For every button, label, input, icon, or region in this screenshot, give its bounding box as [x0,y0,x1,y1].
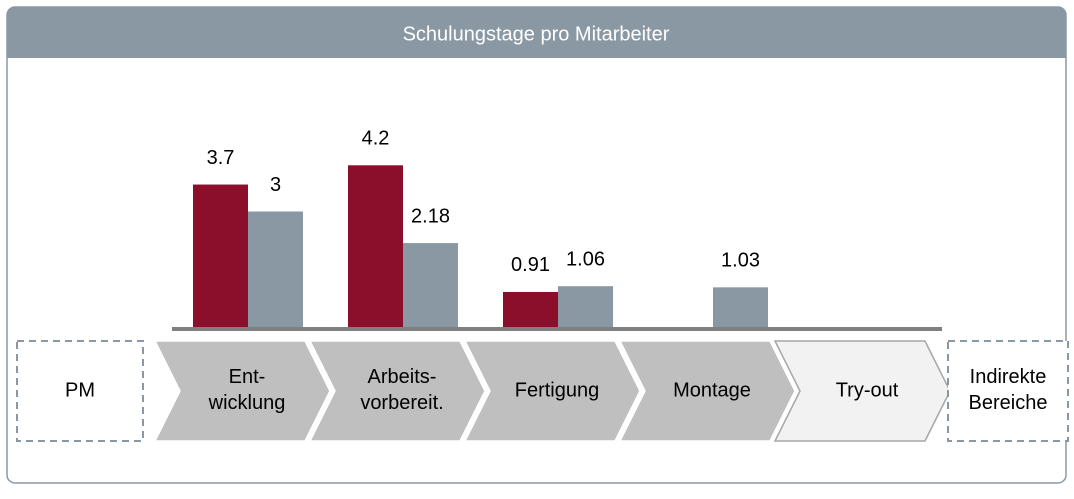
process-step [308,340,486,442]
data-label: 3.7 [207,147,235,169]
data-label: 3 [270,174,281,196]
process-step [618,340,796,442]
process-step [153,340,331,442]
bar [503,291,558,327]
bar [248,211,303,327]
x-tick-label: Montage [673,379,751,401]
data-label: 0.91 [511,254,550,276]
x-tick-label: Arbeits-vorbereit. [360,366,443,414]
x-tick-label: Fertigung [515,379,600,401]
bar [713,287,768,327]
x-tick-label: Ent-wicklung [208,366,286,414]
side-box [16,340,144,442]
data-label: 2.18 [411,205,450,227]
side-box [947,340,1069,442]
bar [403,243,458,327]
header-bar [7,7,1066,58]
data-label: 1.06 [566,248,605,270]
process-step [463,340,641,442]
baseline [172,327,942,331]
bar [558,286,613,327]
bar [193,184,248,327]
data-label: 4.2 [362,128,390,150]
side-box-label: Indirekte Bereiche [969,366,1048,414]
side-box-label: PM [65,379,95,401]
bar [348,165,403,327]
x-tick-label: Try-out [836,379,899,401]
data-label: 1.03 [721,250,760,272]
process-step [773,340,951,442]
chart-title: Schulungstage pro Mitarbeiter [403,23,670,45]
